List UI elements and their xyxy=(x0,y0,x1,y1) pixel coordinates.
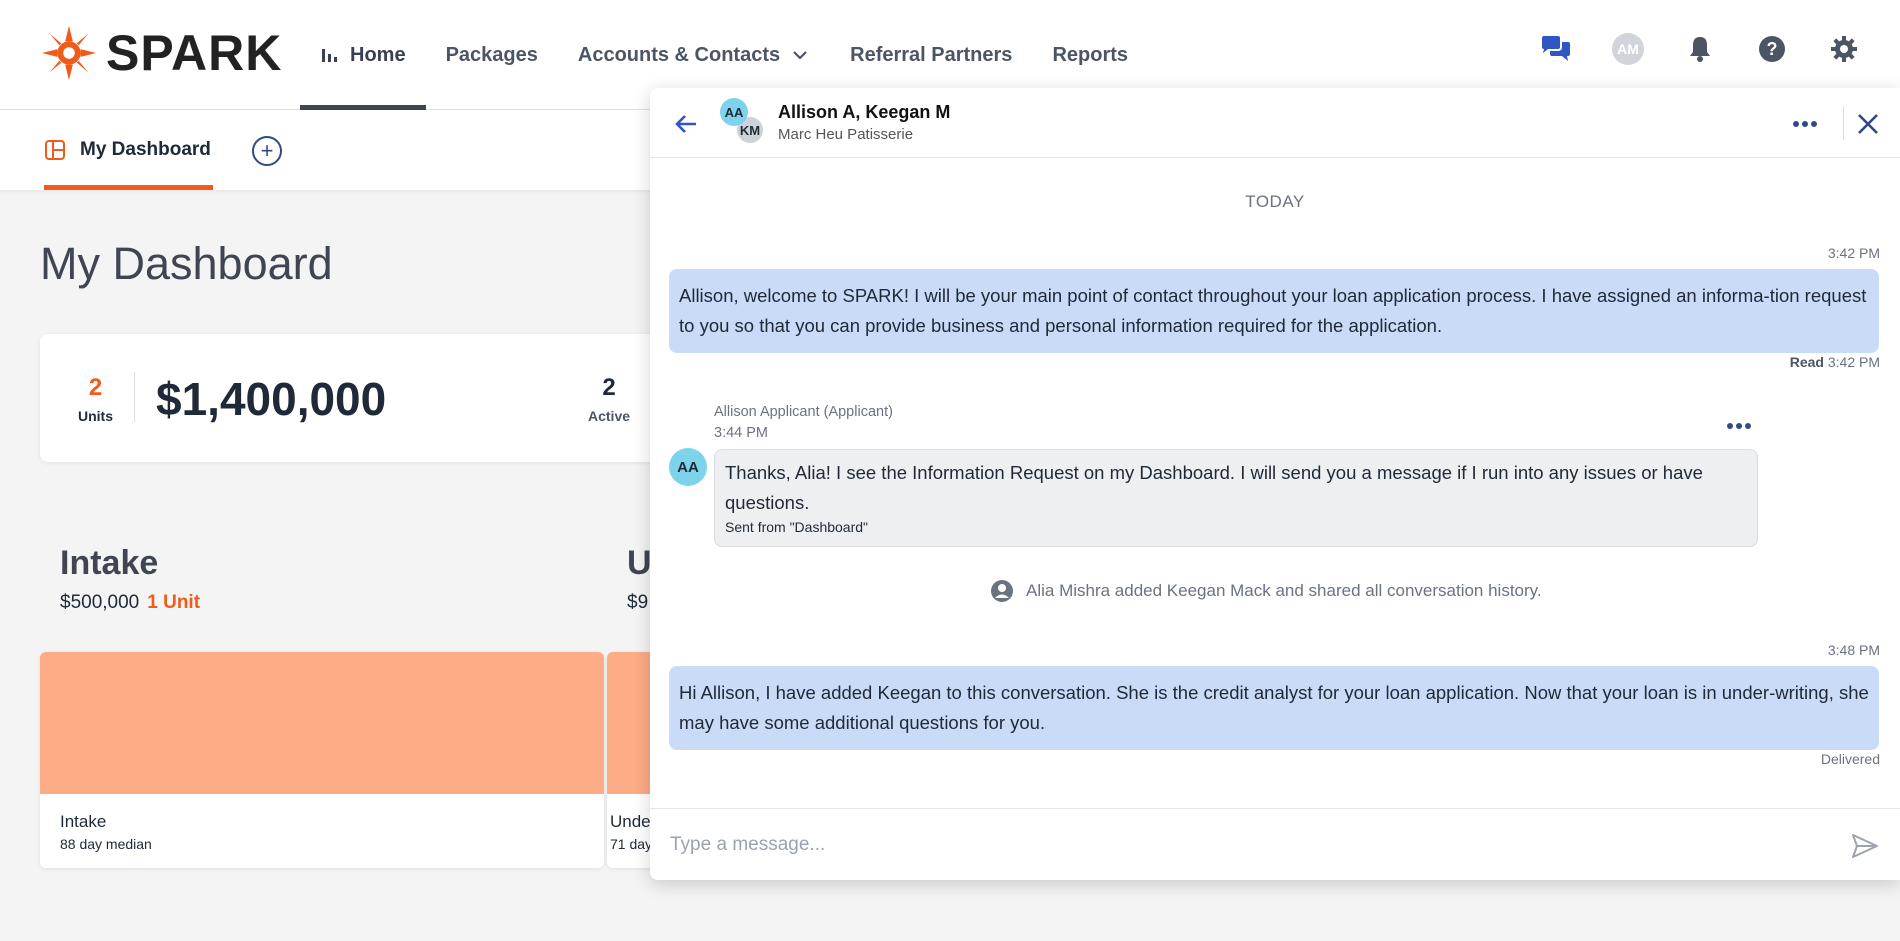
active-label: Active xyxy=(588,408,631,424)
main-nav: Home Packages Accounts & Contacts Referr… xyxy=(300,0,1148,110)
message-timestamp: 3:48 PM xyxy=(1827,642,1880,658)
nav-utilities: AM ? xyxy=(1540,33,1860,65)
spark-logo[interactable]: SPARK xyxy=(40,24,282,82)
stage-units: 1 Unit xyxy=(147,592,201,613)
message-timestamp: 3:44 PM xyxy=(714,425,768,441)
conversation-title: Allison A, Keegan M xyxy=(778,102,951,122)
chevron-down-icon xyxy=(793,51,807,60)
units-summary: 2 Units xyxy=(78,374,113,424)
nav-item-referral-partners[interactable]: Referral Partners xyxy=(830,0,1032,110)
nav-item-label: Reports xyxy=(1052,43,1129,66)
nav-item-accounts-contacts[interactable]: Accounts & Contacts xyxy=(558,0,830,110)
read-label: Read xyxy=(1789,354,1824,370)
brand-name: SPARK xyxy=(106,25,283,81)
bar-chart-icon xyxy=(322,49,337,62)
system-message: Alia Mishra added Keegan Mack and shared… xyxy=(990,579,1542,603)
participant-avatar: KM xyxy=(735,115,765,145)
stage-name: Unde xyxy=(610,812,651,831)
nav-item-reports[interactable]: Reports xyxy=(1032,0,1148,110)
stage-summary-intake: $500,000 1 Unit xyxy=(60,592,200,614)
notifications-button[interactable] xyxy=(1684,33,1716,65)
message-sender: Allison Applicant (Applicant) xyxy=(714,404,893,420)
divider xyxy=(134,372,135,422)
tab-my-dashboard[interactable]: My Dashboard xyxy=(44,110,213,190)
stage-bar xyxy=(40,652,604,794)
incoming-message: Thanks, Alia! I see the Information Requ… xyxy=(714,449,1758,547)
chat-bubbles-icon xyxy=(1542,36,1570,61)
user-circle-icon xyxy=(991,580,1013,602)
bell-icon xyxy=(1690,37,1710,62)
stage-median: 71 day xyxy=(610,836,653,852)
page-title: My Dashboard xyxy=(40,238,333,289)
day-separator: TODAY xyxy=(1245,192,1305,211)
stage-title-intake: Intake xyxy=(60,544,159,582)
nav-item-home[interactable]: Home xyxy=(300,0,426,110)
user-avatar[interactable]: AM xyxy=(1612,33,1644,65)
units-count: 2 xyxy=(88,374,103,401)
participant-avatar: AA xyxy=(720,98,748,126)
dashboard-layout-icon xyxy=(45,140,65,160)
stage-title-underwriting: U xyxy=(627,544,652,582)
units-label: Units xyxy=(78,408,113,424)
outgoing-message: Allison, welcome to SPARK! I will be you… xyxy=(669,269,1879,353)
message-text: Thanks, Alia! I see the Information Requ… xyxy=(725,462,1703,513)
nav-item-label: Packages xyxy=(445,43,538,66)
close-icon[interactable] xyxy=(1854,110,1882,138)
help-icon: ? xyxy=(1759,36,1785,62)
plus-icon: + xyxy=(260,138,274,163)
system-message-text: Alia Mishra added Keegan Mack and shared… xyxy=(1026,581,1542,600)
send-icon[interactable] xyxy=(1850,831,1880,861)
total-amount: $1,400,000 xyxy=(156,373,387,425)
conversation-org: Marc Heu Patisserie xyxy=(778,126,914,143)
nav-item-label: Home xyxy=(350,43,406,66)
chat-header: AA KM Allison A, Keegan M Marc Heu Patis… xyxy=(650,88,1900,158)
nav-item-packages[interactable]: Packages xyxy=(426,0,558,110)
stage-amount: $500,000 xyxy=(60,592,140,613)
message-timestamp: 3:42 PM xyxy=(1827,245,1880,261)
sender-avatar: AA xyxy=(669,448,707,486)
spark-logo-icon xyxy=(41,25,97,81)
message-input[interactable] xyxy=(670,827,1800,863)
message-composer xyxy=(650,808,1900,880)
divider xyxy=(1843,106,1844,140)
stage-card-intake[interactable]: Intake 88 day median xyxy=(40,652,604,868)
message-status: Delivered xyxy=(1820,751,1880,767)
sent-from-label: Sent from "Dashboard" xyxy=(725,519,869,535)
active-count: 2 xyxy=(602,374,616,401)
more-options-icon[interactable] xyxy=(1790,110,1820,138)
nav-item-label: Accounts & Contacts xyxy=(577,43,781,66)
read-time: 3:42 PM xyxy=(1827,354,1880,370)
gear-icon xyxy=(1831,36,1857,62)
back-arrow-icon[interactable] xyxy=(672,110,700,138)
stage-summary-underwriting: $9 xyxy=(627,592,648,614)
stage-amount: $9 xyxy=(627,592,649,613)
nav-item-label: Referral Partners xyxy=(850,43,1013,66)
tab-label: My Dashboard xyxy=(80,139,211,160)
settings-button[interactable] xyxy=(1828,33,1860,65)
message-status: Read 3:42 PM xyxy=(1790,354,1880,370)
active-summary: 2 Active xyxy=(588,374,630,424)
help-button[interactable]: ? xyxy=(1756,33,1788,65)
svg-text:?: ? xyxy=(1767,39,1778,59)
outgoing-message: Hi Allison, I have added Keegan to this … xyxy=(669,666,1879,750)
add-tab-button[interactable]: + xyxy=(252,136,282,166)
stage-name: Intake xyxy=(60,812,107,831)
message-more-icon[interactable] xyxy=(1724,416,1754,436)
stage-median: 88 day median xyxy=(60,836,152,852)
chat-panel: AA KM Allison A, Keegan M Marc Heu Patis… xyxy=(650,88,1900,880)
messages-button[interactable] xyxy=(1540,33,1572,65)
